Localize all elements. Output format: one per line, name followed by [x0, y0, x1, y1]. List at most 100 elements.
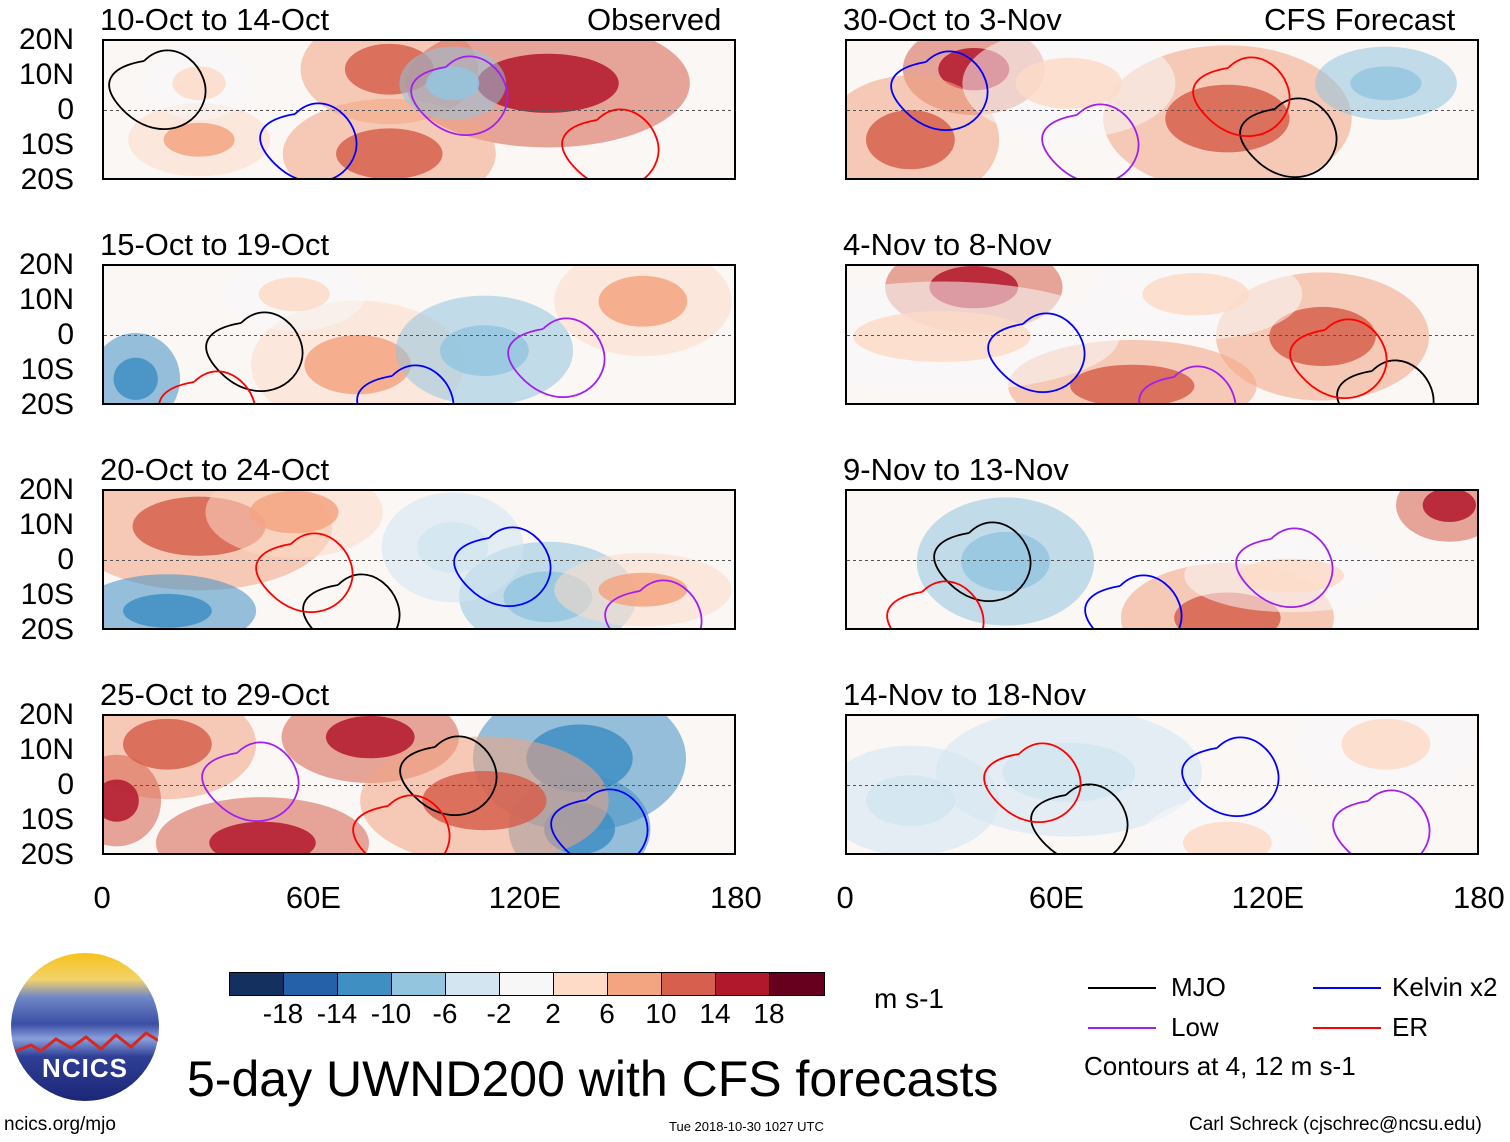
- y-tick-label: 0: [57, 93, 74, 126]
- anomaly-shading: [426, 66, 480, 101]
- legend-low-label: Low: [1171, 1012, 1219, 1042]
- footer-url[interactable]: ncics.org/mjo: [4, 1114, 116, 1135]
- contour-low: [410, 55, 509, 136]
- anomaly-shading: [336, 128, 443, 178]
- y-tick-label: 10N: [18, 733, 74, 766]
- footer-timestamp: Tue 2018-10-30 1027 UTC: [669, 1119, 824, 1134]
- contour-low: [507, 317, 606, 398]
- legend-low-line: [1088, 1027, 1156, 1029]
- colorbar-swatch: [284, 973, 338, 995]
- contour-kelvin: [1181, 736, 1280, 817]
- map-panel: [845, 264, 1479, 405]
- contour-er: [561, 108, 660, 178]
- ncics-logo: NCICS: [11, 953, 159, 1101]
- panel-title: 10-Oct to 14-Oct: [100, 2, 330, 37]
- colorbar-tick-label: 6: [599, 998, 615, 1029]
- anomaly-shading: [1183, 821, 1272, 853]
- contour-low: [1041, 103, 1140, 178]
- colorbar-tick-label: 18: [753, 998, 785, 1029]
- map-panel: [102, 714, 736, 855]
- contour-kelvin: [453, 526, 552, 607]
- colorbar-swatch: [446, 973, 500, 995]
- anomaly-shading: [1422, 491, 1476, 523]
- logo-text: NCICS: [42, 1053, 128, 1083]
- y-tick-label: 0: [57, 768, 74, 801]
- anomaly-shading: [476, 53, 619, 113]
- contour-note: Contours at 4, 12 m s-1: [1084, 1051, 1356, 1081]
- anomaly-shading: [258, 277, 330, 312]
- anomaly-shading: [1165, 84, 1290, 153]
- colorbar-swatch: [716, 973, 770, 995]
- panel-title: 9-Nov to 13-Nov: [843, 452, 1069, 487]
- y-tick-label: 10N: [18, 283, 74, 316]
- forecast-header: CFS Forecast: [1264, 2, 1456, 37]
- contour-low: [1138, 365, 1237, 403]
- y-tick-label: 20S: [20, 163, 74, 196]
- colorbar-tick-label: 2: [545, 998, 561, 1029]
- colorbar-swatch: [770, 973, 824, 995]
- anomaly-shading: [1269, 306, 1376, 367]
- y-tick-label: 10N: [18, 508, 74, 541]
- anomaly-shading: [417, 522, 489, 573]
- legend-er-line: [1313, 1027, 1381, 1029]
- anomaly-shading: [961, 531, 1050, 592]
- colorbar-tick-label: -10: [370, 998, 412, 1029]
- y-tick-label: 20N: [18, 23, 74, 56]
- contour-mjo: [1336, 359, 1435, 403]
- x-tick-label: 0: [836, 880, 854, 915]
- contour-kelvin: [259, 102, 358, 178]
- contour-kelvin: [987, 312, 1086, 393]
- x-tick-label: 180: [710, 880, 762, 915]
- colorbar: [229, 972, 825, 996]
- y-tick-label: 20S: [20, 388, 74, 421]
- anomaly-shading: [866, 775, 955, 826]
- contour-mjo: [302, 573, 401, 628]
- y-tick-label: 10S: [20, 578, 74, 611]
- anomaly-shading: [1341, 718, 1431, 770]
- y-tick-label: 20S: [20, 613, 74, 646]
- contour-mjo: [1239, 97, 1338, 178]
- footer-author[interactable]: Carl Schreck (cjschrec@ncsu.edu): [1189, 1114, 1482, 1135]
- y-tick-label: 10S: [20, 353, 74, 386]
- anomaly-shading: [598, 275, 688, 327]
- y-tick-label: 20N: [18, 698, 74, 731]
- contour-er: [1289, 318, 1388, 399]
- units-label: m s-1: [874, 983, 944, 1014]
- contour-mjo: [399, 735, 498, 816]
- contour-er: [352, 794, 451, 853]
- observed-header: Observed: [587, 2, 722, 37]
- contour-mjo: [205, 311, 304, 392]
- x-tick-label: 180: [1453, 880, 1505, 915]
- contour-low: [1332, 789, 1431, 853]
- anomaly-shading: [209, 821, 316, 853]
- colorbar-tick-label: -18: [262, 998, 304, 1029]
- anomaly-shading: [1070, 364, 1195, 403]
- anomaly-shading: [440, 325, 529, 376]
- colorbar-tick-label: -14: [316, 998, 358, 1029]
- contour-er: [983, 742, 1082, 823]
- map-panel: [102, 489, 736, 630]
- x-tick-label: 60E: [1028, 880, 1084, 915]
- chart-title: 5-day UWND200 with CFS forecasts: [187, 1051, 999, 1107]
- x-tick-label: 0: [93, 880, 111, 915]
- colorbar-swatch: [554, 973, 608, 995]
- anomaly-shading: [123, 593, 212, 628]
- anomaly-shading: [1350, 66, 1422, 101]
- colorbar-swatch: [662, 973, 716, 995]
- contour-er: [255, 532, 354, 613]
- anomaly-shading: [304, 335, 411, 395]
- anomaly-shading: [113, 357, 158, 400]
- x-tick-label: 120E: [1231, 880, 1305, 915]
- panel-title: 30-Oct to 3-Nov: [843, 2, 1062, 37]
- anomaly-shading: [1015, 57, 1123, 109]
- y-tick-label: 10S: [20, 803, 74, 836]
- map-panel: [845, 714, 1479, 855]
- colorbar-tick-label: -2: [486, 998, 512, 1029]
- anomaly-shading: [123, 718, 212, 770]
- y-tick-label: 10N: [18, 58, 74, 91]
- map-panel: [102, 39, 736, 180]
- contour-kelvin: [890, 50, 989, 131]
- contour-er: [886, 580, 985, 628]
- panel-title: 15-Oct to 19-Oct: [100, 227, 330, 262]
- colorbar-swatch: [392, 973, 446, 995]
